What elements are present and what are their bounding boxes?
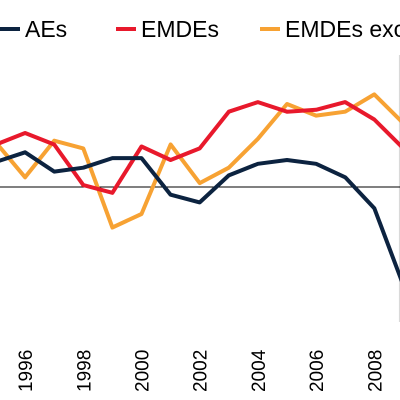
x-tick-label-1998: 1998 [74, 350, 95, 392]
legend-label-emdes: EMDEs [141, 16, 219, 42]
legend-label-aes: AEs [25, 16, 67, 42]
series-line-emdes [0, 100, 400, 195]
series-line-emdes-excl-china [0, 92, 400, 230]
x-axis-tick-labels: 1996199820002002200420062008201020122014… [16, 349, 386, 392]
series-lines [0, 92, 400, 283]
x-tick-label-2000: 2000 [133, 350, 154, 392]
x-tick-label-2004: 2004 [249, 349, 270, 392]
x-tick-label-1996: 1996 [16, 350, 37, 392]
x-tick-label-2008: 2008 [365, 350, 386, 392]
recession-band-group [398, 55, 400, 322]
legend: AEs EMDEs EMDEs excl. China [0, 16, 400, 42]
x-tick-label-2006: 2006 [307, 350, 328, 392]
recession-band [398, 55, 400, 322]
x-tick-label-2002: 2002 [191, 350, 212, 392]
series-line-aes [0, 150, 400, 283]
legend-label-emdes-excl-china: EMDEs excl. China [285, 16, 400, 42]
